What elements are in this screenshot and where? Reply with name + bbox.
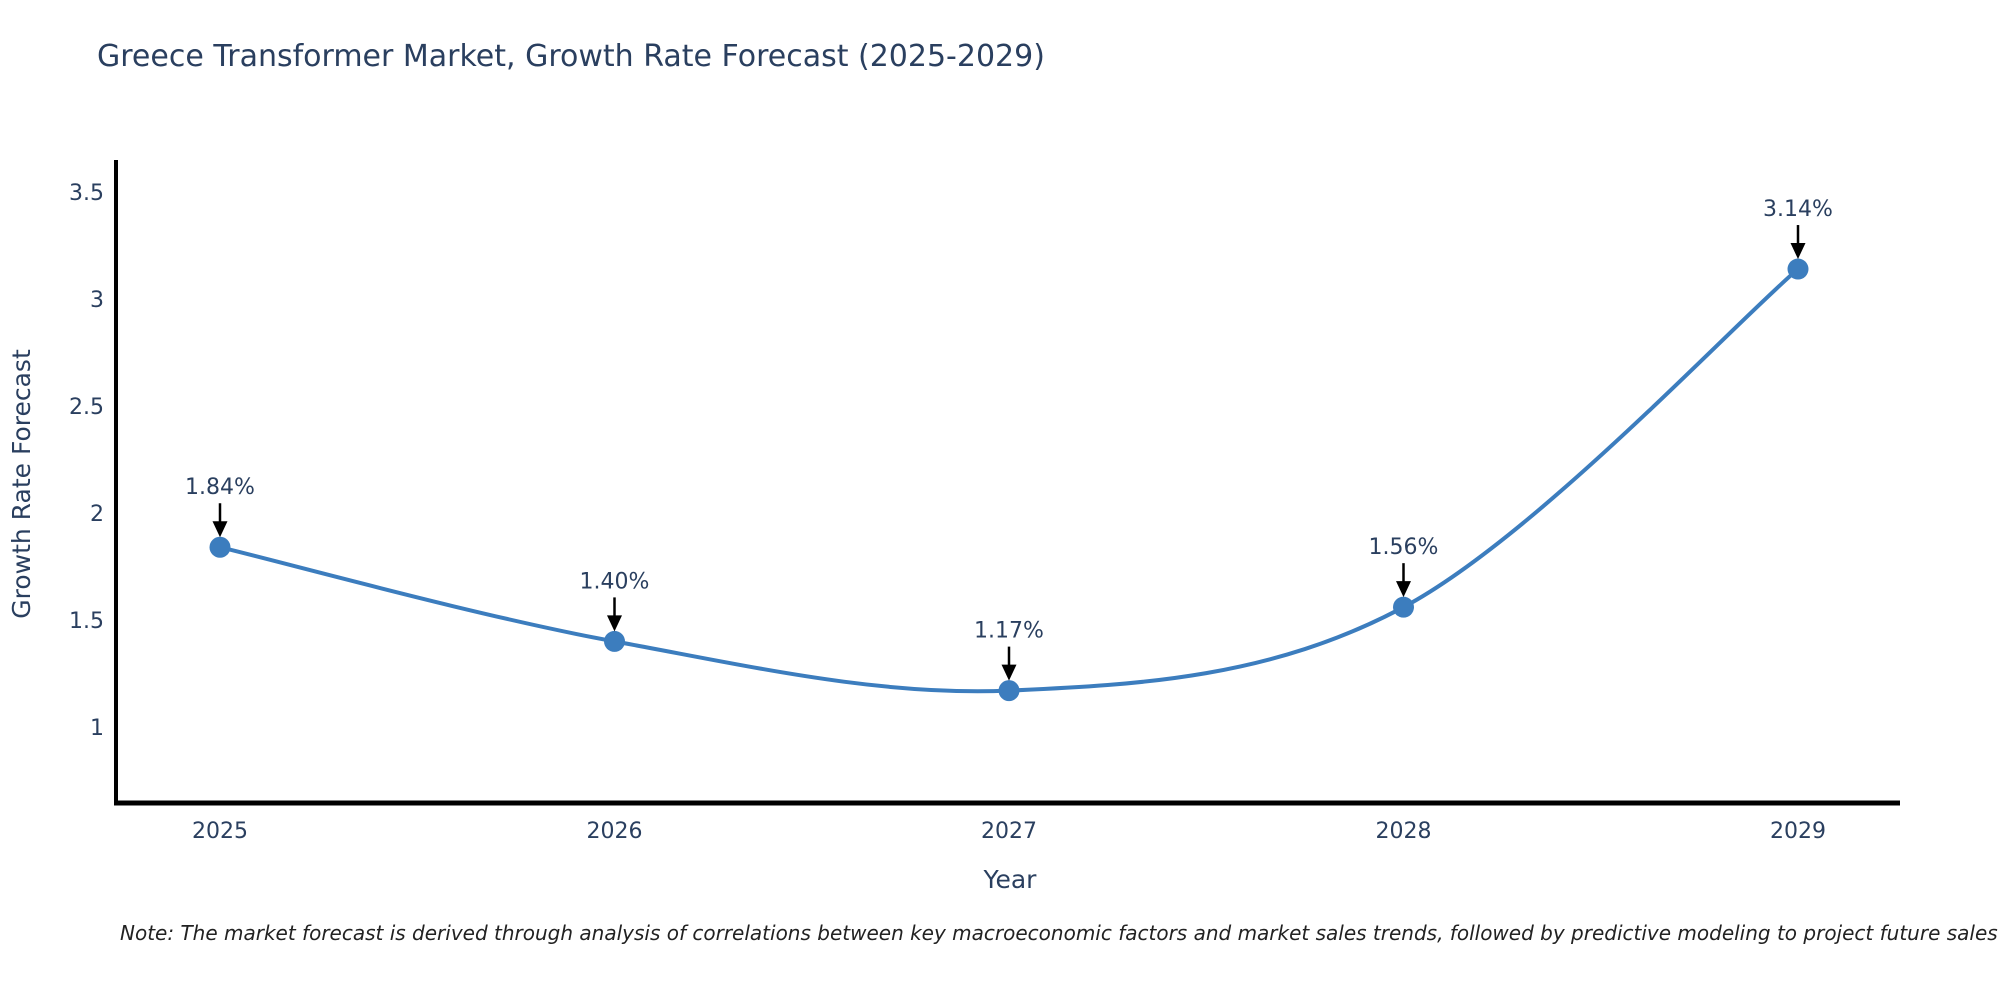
x-axis-title: Year: [983, 865, 1038, 894]
annotation-label: 1.56%: [1369, 535, 1439, 560]
annotation-arrowhead-icon: [212, 521, 228, 538]
y-tick-label: 3.5: [69, 181, 104, 206]
y-axis: 3.5 3 2.5 2 1.5 1 Growth Rate Forecast: [7, 160, 118, 805]
x-tick-label: 2029: [1770, 819, 1826, 844]
annotations-group: 1.84% 1.40% 1.17% 1.56% 3.14%: [185, 197, 1833, 681]
annotation-label: 1.17%: [974, 619, 1044, 644]
x-tick-label: 2028: [1376, 819, 1432, 844]
annotation-label: 1.40%: [580, 569, 650, 594]
y-tick-label: 2: [90, 502, 104, 527]
data-markers-group: [209, 258, 1809, 702]
x-tick-label: 2025: [192, 819, 248, 844]
data-point-marker: [1393, 596, 1414, 618]
annotation-arrowhead-icon: [1001, 664, 1017, 681]
point-annotation: 1.56%: [1369, 535, 1439, 598]
annotation-label: 1.84%: [185, 475, 255, 500]
annotation-arrowhead-icon: [1396, 581, 1411, 598]
y-tick-label: 2.5: [69, 395, 104, 420]
annotation-arrowhead-icon: [607, 615, 622, 632]
point-annotation: 3.14%: [1763, 197, 1833, 260]
data-point-marker: [209, 536, 231, 558]
point-annotation: 1.17%: [974, 619, 1044, 681]
x-tick-label: 2027: [981, 819, 1037, 844]
data-point-marker: [604, 630, 625, 652]
y-tick-label: 1: [90, 716, 104, 741]
x-axis: 2025 2026 2027 2028 2029 Year: [114, 800, 1900, 894]
annotation-label: 3.14%: [1763, 197, 1833, 222]
point-annotation: 1.84%: [185, 475, 255, 538]
x-tick-label: 2026: [587, 819, 643, 844]
data-point-marker: [1787, 258, 1809, 280]
y-tick-label: 3: [90, 288, 104, 313]
point-annotation: 1.40%: [580, 569, 650, 632]
x-tick-labels: 2025 2026 2027 2028 2029: [192, 819, 1826, 844]
y-tick-labels: 3.5 3 2.5 2 1.5 1: [69, 181, 104, 741]
chart-title: Greece Transformer Market, Growth Rate F…: [97, 39, 1045, 74]
y-tick-label: 1.5: [69, 609, 104, 634]
footnote: Note: The market forecast is derived thr…: [120, 921, 1998, 945]
data-point-marker: [998, 680, 1020, 702]
y-axis-title: Growth Rate Forecast: [7, 349, 36, 619]
annotation-arrowhead-icon: [1790, 243, 1806, 260]
